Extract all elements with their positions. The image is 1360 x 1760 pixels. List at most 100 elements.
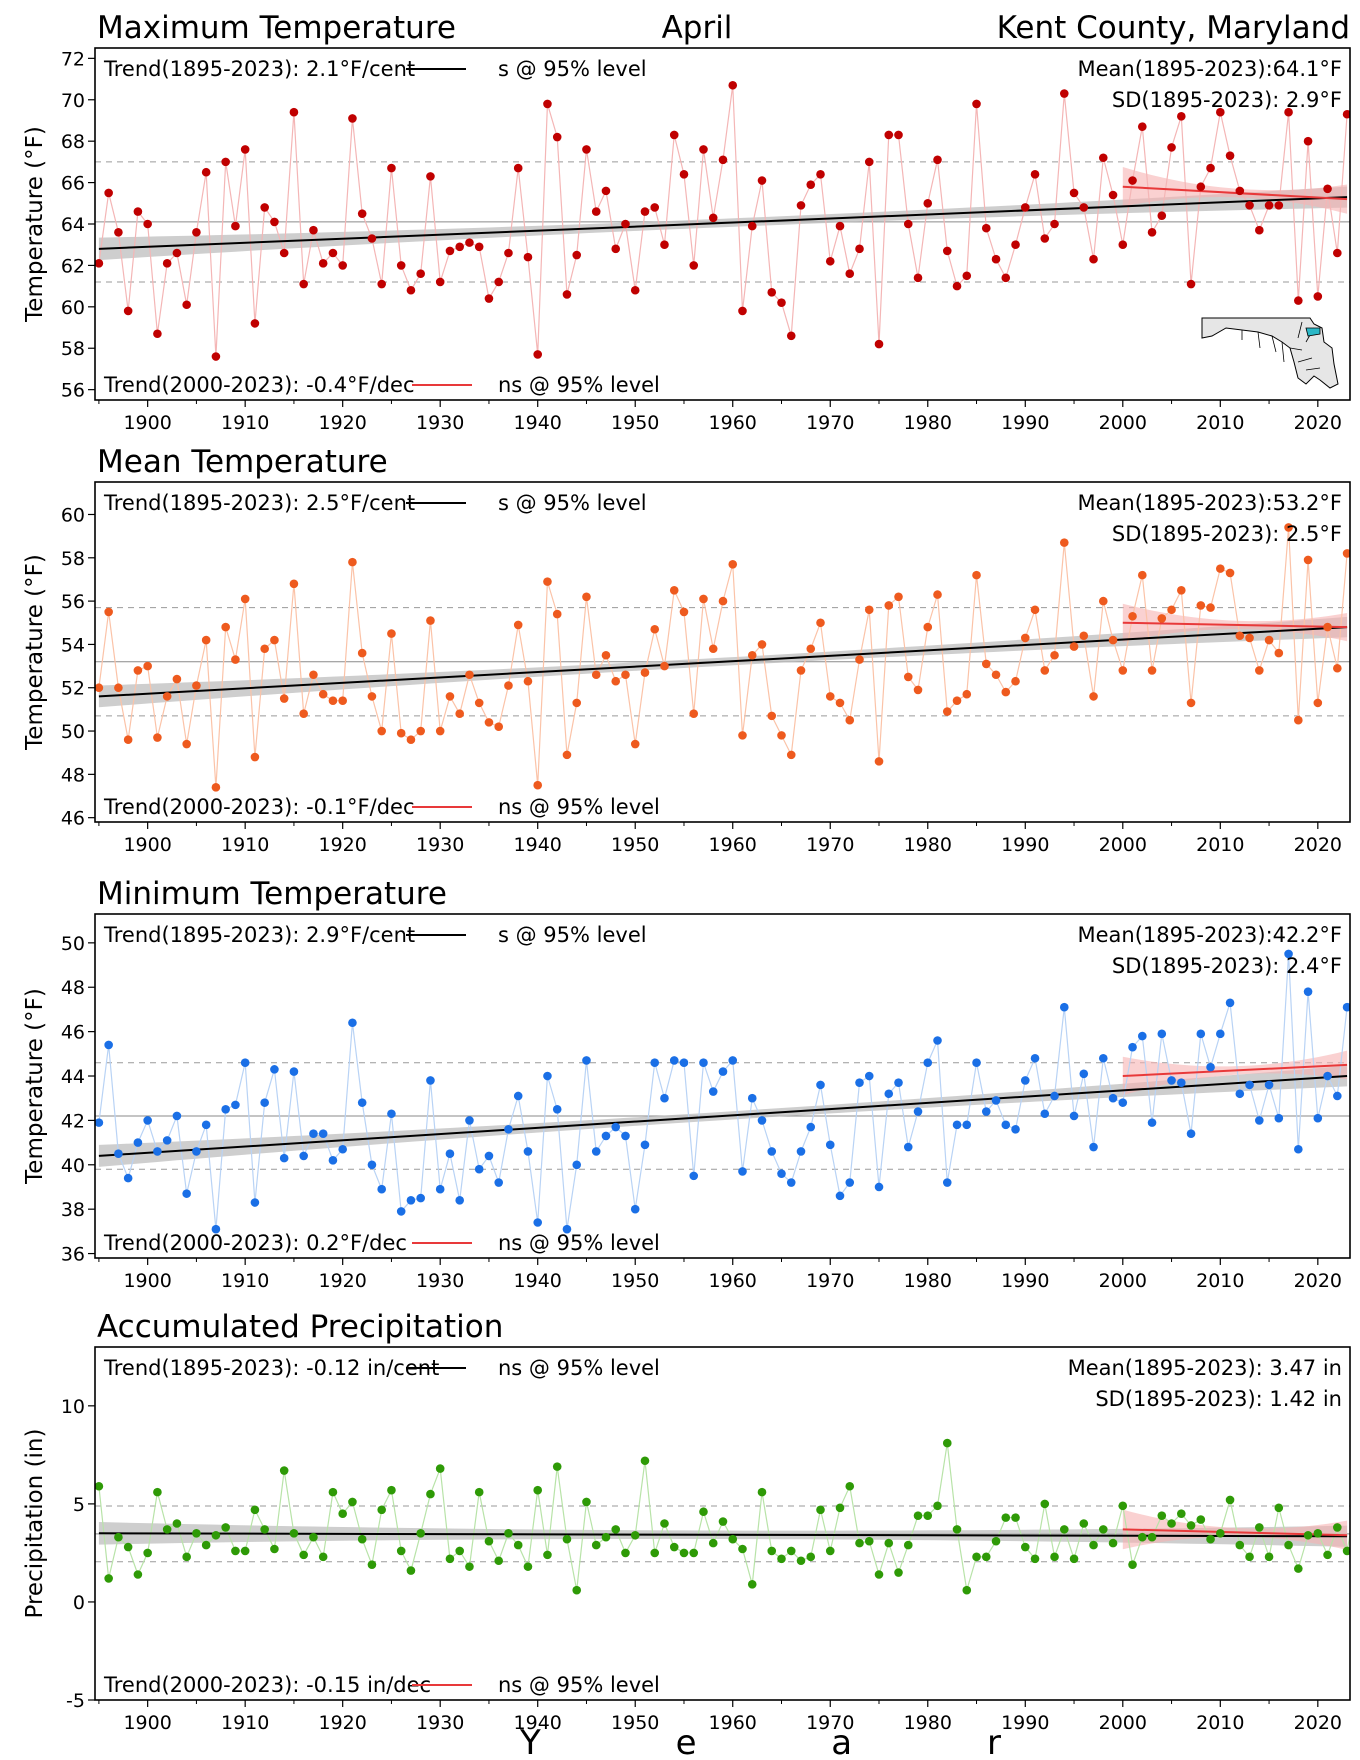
data-point-max xyxy=(318,259,328,268)
data-point-max xyxy=(95,259,104,268)
data-point-precip xyxy=(270,1544,279,1554)
data-point-precip xyxy=(123,1542,133,1552)
data-point-min xyxy=(913,1107,923,1116)
data-point-mean xyxy=(806,644,816,654)
data-point-min xyxy=(387,1109,396,1119)
data-point-max xyxy=(1313,292,1323,301)
data-point-min xyxy=(1284,949,1293,959)
data-point-min xyxy=(1342,1002,1350,1012)
data-point-max xyxy=(240,145,250,154)
data-point-mean xyxy=(1235,631,1245,641)
data-point-mean xyxy=(1089,692,1098,701)
data-point-min xyxy=(806,1122,816,1132)
data-point-mean xyxy=(884,601,894,610)
data-point-mean xyxy=(591,670,601,680)
data-point-min xyxy=(240,1058,250,1067)
data-point-mean xyxy=(1323,622,1332,632)
x-tick-label: 1990 xyxy=(1001,1712,1049,1734)
data-point-max xyxy=(1011,240,1020,250)
data-point-min xyxy=(1216,1029,1225,1039)
data-point-min xyxy=(426,1076,435,1085)
data-point-mean xyxy=(231,655,240,664)
data-point-mean xyxy=(455,709,465,719)
data-point-precip xyxy=(299,1550,308,1560)
data-point-max xyxy=(786,331,796,341)
data-point-max xyxy=(260,203,269,212)
y-tick-label: 60 xyxy=(61,504,85,526)
mean-text: Mean(1895-2023):64.1°F xyxy=(1078,57,1342,81)
data-point-precip xyxy=(377,1505,386,1515)
data-point-min xyxy=(728,1056,738,1065)
data-point-precip xyxy=(796,1556,806,1566)
y-tick-label: 62 xyxy=(61,255,85,277)
data-point-precip xyxy=(396,1546,406,1556)
data-point-mean xyxy=(289,579,299,589)
data-point-min xyxy=(445,1149,455,1158)
data-point-mean xyxy=(523,676,533,686)
data-point-precip xyxy=(1274,1503,1284,1513)
long-term-trend-line xyxy=(98,1075,1348,1157)
data-point-mean xyxy=(1225,568,1235,578)
data-point-max xyxy=(133,207,143,216)
data-point-min xyxy=(153,1147,162,1156)
data-point-mean xyxy=(1294,715,1303,725)
x-tick-label: 1930 xyxy=(416,412,464,434)
data-point-mean xyxy=(114,683,123,693)
data-point-min xyxy=(942,1178,952,1187)
data-point-min xyxy=(1118,1098,1128,1107)
data-point-mean xyxy=(796,666,806,675)
recent-trend-significance: ns @ 95% level xyxy=(498,373,660,397)
data-point-max xyxy=(855,244,864,254)
data-point-precip xyxy=(923,1511,933,1520)
y-tick-label: 5 xyxy=(73,1494,85,1516)
data-point-min xyxy=(630,1204,640,1214)
x-axis-label: Y e a r xyxy=(519,1723,1063,1760)
data-point-max xyxy=(221,157,230,167)
data-point-max xyxy=(172,248,182,258)
data-point-max xyxy=(718,155,728,165)
data-point-precip xyxy=(201,1540,211,1550)
data-point-max xyxy=(903,219,913,229)
data-point-max xyxy=(1284,107,1293,117)
data-point-min xyxy=(338,1144,347,1154)
long-trend-significance: ns @ 95% level xyxy=(498,1356,660,1380)
recent-trend-text: Trend(2000-2023): -0.1°F/dec xyxy=(103,795,415,819)
data-point-precip xyxy=(250,1505,260,1515)
data-point-mean xyxy=(933,590,942,599)
data-point-max xyxy=(1264,201,1274,210)
data-point-min xyxy=(718,1067,728,1076)
data-point-mean xyxy=(621,670,630,680)
recent-trend-text: Trend(2000-2023): -0.4°F/dec xyxy=(103,373,415,397)
recent-trend-significance: ns @ 95% level xyxy=(498,1673,660,1697)
data-point-max xyxy=(377,279,386,289)
data-point-min xyxy=(162,1136,172,1145)
data-point-max xyxy=(1050,219,1059,229)
x-tick-label: 1980 xyxy=(904,1270,952,1292)
kent-county-highlight xyxy=(1305,327,1321,337)
panel-max: Temperature (°F) 56 58 60 62 64 66 68 70 72 1900 19… xyxy=(22,47,1351,434)
data-point-min xyxy=(991,1096,1001,1105)
panel-min: Minimum Temperature Temperature (°F) 36 38 4… xyxy=(22,876,1351,1292)
data-point-min xyxy=(484,1151,494,1161)
data-point-max xyxy=(591,207,601,216)
data-point-min xyxy=(504,1124,513,1134)
data-point-precip xyxy=(1089,1540,1098,1550)
data-point-mean xyxy=(474,698,484,708)
data-point-min xyxy=(1157,1029,1167,1039)
data-point-max xyxy=(348,114,357,123)
data-point-mean xyxy=(816,618,825,628)
data-point-max xyxy=(416,269,425,278)
x-tick-label: 2010 xyxy=(1196,412,1244,434)
data-point-min xyxy=(1059,1002,1069,1012)
data-point-mean xyxy=(1069,642,1079,651)
data-point-mean xyxy=(981,659,991,669)
data-point-max xyxy=(1157,211,1167,221)
long-term-trend-line xyxy=(98,196,1348,250)
data-point-max xyxy=(981,223,991,233)
data-point-precip xyxy=(1157,1511,1167,1520)
data-point-max xyxy=(1089,254,1098,264)
panel-mean: Mean Temperature Temperature (°F) 46 48 50 52… xyxy=(22,444,1351,856)
data-point-precip xyxy=(279,1466,289,1475)
data-point-max xyxy=(201,167,211,177)
x-tick-label: 2000 xyxy=(1099,834,1147,856)
